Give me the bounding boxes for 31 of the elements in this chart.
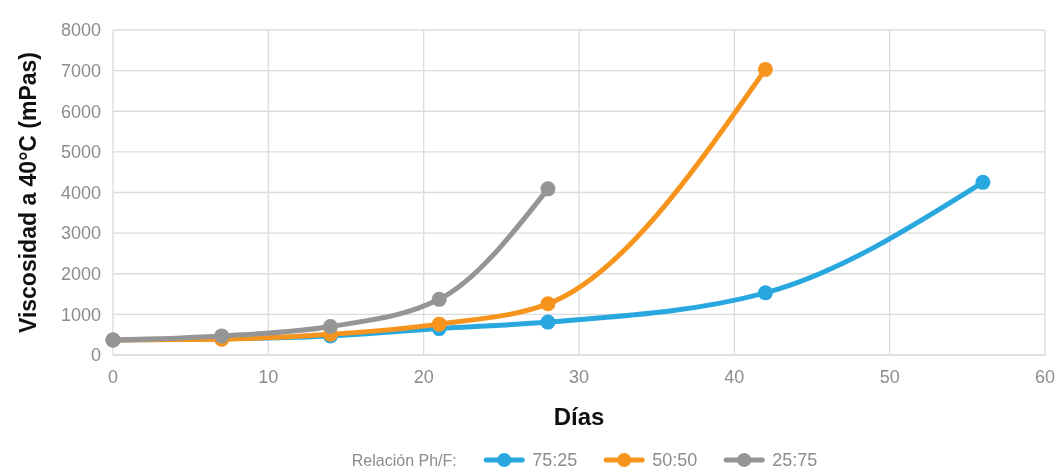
point	[322, 319, 338, 335]
legend-label: 50:50	[652, 450, 698, 471]
x-tick-label: 50	[879, 367, 900, 387]
x-tick-label: 30	[568, 367, 590, 387]
point	[757, 285, 773, 301]
point	[757, 61, 773, 77]
x-tick-label: 60	[1034, 367, 1056, 387]
x-tick-label: 0	[107, 367, 119, 387]
point	[540, 314, 556, 330]
y-tick-label: 5000	[60, 142, 101, 163]
legend-label: 25:75	[772, 450, 818, 471]
point	[431, 316, 447, 332]
x-tick-label: 20	[413, 367, 434, 387]
y-tick-label: 1000	[60, 304, 101, 325]
y-tick-label: 0	[90, 345, 101, 366]
point	[975, 174, 991, 190]
x-axis-title: Días	[553, 403, 605, 430]
y-tick-label: 3000	[60, 223, 101, 244]
x-tick-label: 10	[258, 367, 279, 387]
point	[431, 291, 447, 307]
y-tick-label: 7000	[60, 60, 101, 81]
y-axis-title: Viscosidad a 40°C (mPas)	[15, 51, 41, 334]
y-tick-label: 6000	[60, 101, 101, 122]
x-tick-label: 40	[724, 367, 745, 387]
legend-title: Relación Ph/F:	[351, 451, 457, 469]
y-tick-label: 4000	[60, 182, 101, 203]
legend-label: 75:25	[532, 450, 578, 471]
y-tick-label: 8000	[60, 20, 101, 41]
point	[540, 181, 556, 197]
point	[540, 296, 556, 312]
y-tick-label: 2000	[60, 264, 101, 285]
